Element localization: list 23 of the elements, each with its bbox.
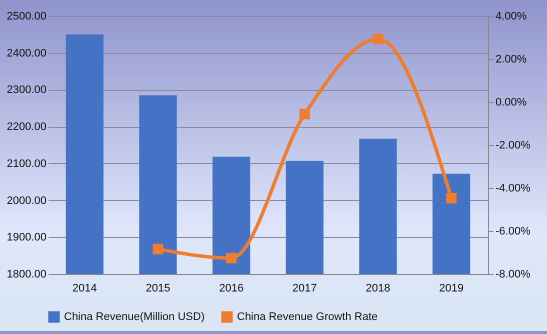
y2-tick-label: 4.00% xyxy=(496,10,527,22)
y-tick-label: 1800.00 xyxy=(6,268,46,280)
y2-tick-label: -8.00% xyxy=(496,268,531,280)
x-tick-label: 2017 xyxy=(292,282,317,294)
legend-label: China Revenue(Million USD) xyxy=(64,311,205,323)
y-tick-label: 1900.00 xyxy=(6,232,46,244)
y2-tick-label: -4.00% xyxy=(496,182,531,194)
x-tick-label: 2019 xyxy=(439,282,464,294)
y-tick-label: 2200.00 xyxy=(6,121,46,134)
y2-tick-label: 2.00% xyxy=(496,54,527,66)
y2-tick-label: 0.00% xyxy=(496,96,527,108)
y-tick-label: 2000.00 xyxy=(6,194,46,207)
y-tick-label: 2400.00 xyxy=(6,47,46,60)
y-tick-label: 2300.00 xyxy=(6,84,46,96)
x-tick-label: 2016 xyxy=(219,282,244,294)
legend-label: China Revenue Growth Rate xyxy=(237,311,378,323)
y2-tick-label: -2.00% xyxy=(496,140,531,152)
x-tick-label: 2014 xyxy=(72,282,97,294)
y-tick-label: 2500.00 xyxy=(6,10,46,22)
y2-tick-label: -6.00% xyxy=(496,226,531,238)
y-tick-label: 2100.00 xyxy=(6,158,46,170)
x-tick-label: 2018 xyxy=(366,282,390,294)
x-tick-label: 2015 xyxy=(146,282,170,294)
